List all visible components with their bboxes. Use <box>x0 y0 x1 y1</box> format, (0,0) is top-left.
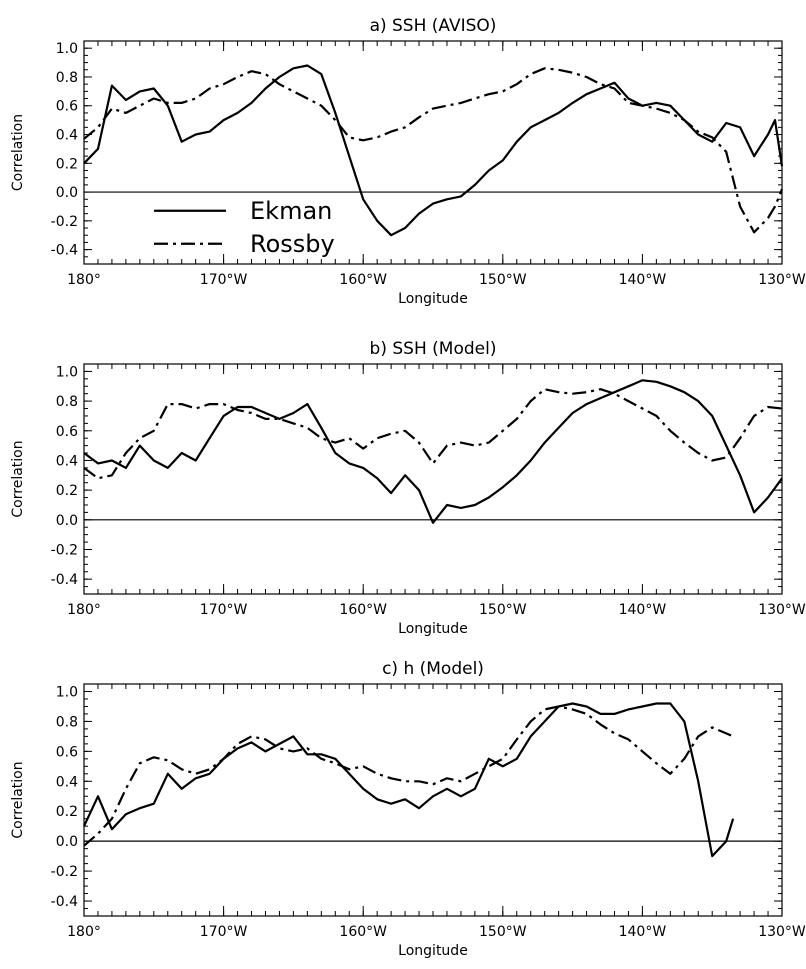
y-tick-label: 0.6 <box>56 99 78 115</box>
x-axis-label: Longitude <box>398 621 468 637</box>
series-line-ekman <box>83 64 784 237</box>
x-tick-label: 170°W <box>200 602 248 618</box>
x-tick-label: 150°W <box>479 602 527 618</box>
x-tick-label: 140°W <box>619 602 667 618</box>
panel-1: a) SSH (AVISO) 1.0 0.8 0.6 0.4 0.2 0.0 -0.2 -0.4… <box>10 16 806 307</box>
panel-title: b) SSH (Model) <box>370 339 497 359</box>
y-tick-label: 0.2 <box>56 483 78 499</box>
panel-title: a) SSH (AVISO) <box>370 16 497 36</box>
legend-label-ekman: Ekman <box>250 197 332 225</box>
x-tick-label: 150°W <box>479 272 527 288</box>
x-tick-label: 140°W <box>619 924 667 940</box>
y-tick-label: 0.2 <box>56 156 78 172</box>
series-line-rossby <box>83 388 783 480</box>
panel-2: b) SSH (Model) 1.0 0.8 0.6 0.4 0.2 0.0 -0.2 -0.4… <box>10 339 806 637</box>
y-tick-label: 0.4 <box>56 128 78 144</box>
x-tick-label: 170°W <box>200 924 248 940</box>
x-axis-label: Longitude <box>398 943 468 959</box>
series-line-rossby <box>83 67 784 234</box>
y-tick-label: 0.8 <box>56 714 78 730</box>
y-axis-label: Correlation <box>10 761 26 838</box>
x-tick-label: 150°W <box>479 924 527 940</box>
y-tick-label: 1.0 <box>56 41 78 57</box>
x-tick-label: 140°W <box>619 272 667 288</box>
x-tick-label: 160°W <box>339 602 387 618</box>
y-tick-label: -0.2 <box>51 542 78 558</box>
series-line-ekman <box>83 379 783 524</box>
series-line-rossby <box>83 705 734 847</box>
y-tick-label: 0.8 <box>56 394 78 410</box>
y-tick-label: -0.2 <box>51 214 78 230</box>
y-tick-label: 0.4 <box>56 453 78 469</box>
y-tick-label: 0.0 <box>56 185 78 201</box>
y-tick-label: 1.0 <box>56 684 78 700</box>
y-tick-label: 0.0 <box>56 513 78 529</box>
y-axis-label: Correlation <box>10 440 26 517</box>
x-tick-label: 160°W <box>339 924 387 940</box>
panel-3: c) h (Model) 1.0 0.8 0.6 0.4 0.2 0.0 -0.2 -0.4 18… <box>10 659 806 959</box>
plot-frame <box>83 40 783 265</box>
y-tick-label: 0.2 <box>56 804 78 820</box>
y-tick-label: -0.4 <box>51 572 78 588</box>
x-tick-label: 160°W <box>339 272 387 288</box>
y-tick-label: 0.6 <box>56 744 78 760</box>
y-tick-label: 0.4 <box>56 774 78 790</box>
plot-frame <box>83 363 783 595</box>
y-tick-label: -0.4 <box>51 243 78 259</box>
x-tick-label: 170°W <box>200 272 248 288</box>
y-tick-label: -0.2 <box>51 864 78 880</box>
y-tick-label: -0.4 <box>51 894 78 910</box>
series-line-ekman <box>83 702 735 858</box>
x-tick-label: 130°W <box>758 272 806 288</box>
plot-frame <box>83 683 783 917</box>
panel-title: c) h (Model) <box>382 659 484 679</box>
y-tick-label: 1.0 <box>56 364 78 380</box>
y-tick-label: 0.6 <box>56 424 78 440</box>
x-tick-label: 130°W <box>758 602 806 618</box>
x-tick-label: 180° <box>67 602 101 618</box>
x-tick-label: 180° <box>67 272 101 288</box>
legend-label-rossby: Rossby <box>250 230 335 258</box>
x-tick-label: 130°W <box>758 924 806 940</box>
x-tick-label: 180° <box>67 924 101 940</box>
x-axis-label: Longitude <box>398 291 468 307</box>
y-tick-label: 0.8 <box>56 70 78 86</box>
y-axis-label: Correlation <box>10 114 26 191</box>
y-tick-label: 0.0 <box>56 834 78 850</box>
